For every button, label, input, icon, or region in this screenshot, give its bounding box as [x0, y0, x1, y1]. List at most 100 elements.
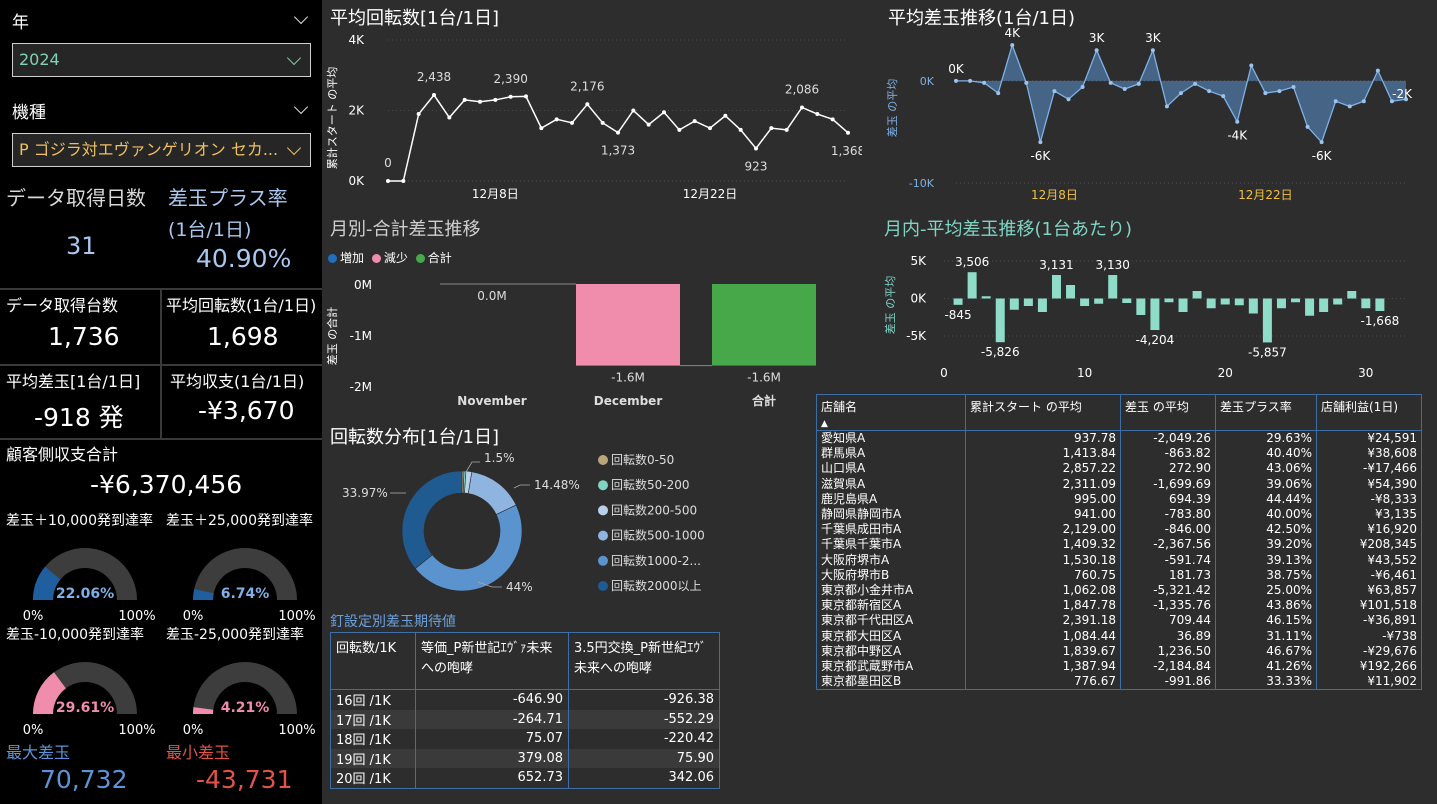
table-row[interactable]: 千葉県成田市A 2,129.00 -846.00 42.50% ¥16,920 — [816, 522, 1422, 538]
table-cell: 39.20% — [1215, 537, 1317, 553]
legend-label: 回転数2000以上 — [611, 578, 702, 593]
shop-header-plus-rate[interactable]: 差玉プラス率 — [1215, 394, 1317, 431]
table-row[interactable]: 東京都千代田区A 2,391.18 709.44 46.15% -¥36,891 — [816, 613, 1422, 629]
gauge-value: 22.06% — [56, 586, 114, 602]
monthly-chart-title: 月別-合計差玉推移 — [330, 219, 481, 240]
data-label: -4,204 — [1136, 333, 1175, 347]
table-row[interactable]: 東京都小金井市A 1,062.08 -5,321.42 25.00% ¥63,857 — [816, 583, 1422, 599]
machine-collapse-chevron-icon[interactable] — [293, 99, 309, 115]
y-tick-label: -5K — [906, 329, 927, 343]
table-cell: 46.67% — [1215, 643, 1317, 660]
divider — [0, 364, 322, 366]
nail-header-spins[interactable]: 回転数/1K — [330, 632, 416, 690]
y-tick-label: -10K — [909, 177, 935, 190]
year-collapse-chevron-icon[interactable] — [293, 9, 309, 25]
donut-slice — [414, 504, 523, 592]
data-point — [616, 130, 620, 135]
shop-header-diff[interactable]: 差玉 の平均 — [1120, 394, 1216, 431]
shop-header-name[interactable]: 店舗名 ▲ — [816, 394, 966, 431]
table-row[interactable]: 愛知県A 937.78 -2,049.26 29.63% ¥24,591 — [816, 430, 1422, 447]
table-cell: 東京都武蔵野市A — [816, 659, 966, 675]
table-row[interactable]: 大阪府堺市A 1,530.18 -591.74 39.13% ¥43,552 — [816, 552, 1422, 568]
table-cell: 群馬県A — [816, 446, 966, 462]
customer-total-label: 顧客側収支合計 — [6, 445, 119, 464]
data-label: -2K — [1392, 87, 1413, 101]
left-panel: 年 2024 機種 P ゴジラ対エヴァンゲリオン セカ... データ取得日数 3… — [0, 0, 322, 804]
y-tick-label: -2M — [350, 380, 372, 394]
table-cell: -863.82 — [1120, 446, 1216, 462]
table-row[interactable]: 東京都大田区A 1,084.44 36.89 31.11% -¥738 — [816, 628, 1422, 644]
gauge-min-label: 0% — [183, 723, 204, 736]
y-tick-label: 0K — [348, 174, 365, 188]
legend-label: 回転数500-1000 — [611, 528, 705, 543]
data-point — [493, 97, 498, 102]
year-dropdown[interactable]: 2024 — [12, 43, 311, 77]
table-row[interactable]: 18回 /1K 75.07 -220.42 — [330, 729, 720, 749]
shop-header-start[interactable]: 累計スタート の平均 — [965, 394, 1121, 431]
data-point — [1291, 84, 1296, 89]
data-point — [996, 91, 1001, 96]
table-cell: 40.00% — [1215, 507, 1317, 523]
data-point — [1249, 63, 1254, 68]
data-label: 3,131 — [1039, 258, 1073, 272]
data-point — [631, 108, 636, 113]
table-row[interactable]: 滋賀県A 2,311.09 -1,699.69 39.06% ¥54,390 — [816, 476, 1422, 492]
table-row[interactable]: 群馬県A 1,413.84 -863.82 40.40% ¥38,608 — [816, 446, 1422, 462]
table-cell: 43.06% — [1215, 461, 1317, 477]
data-point — [1305, 124, 1310, 129]
bar — [1178, 298, 1188, 312]
min-diff-label: 最小差玉 — [166, 743, 231, 762]
table-row[interactable]: 大阪府堺市B 760.75 181.73 38.75% -¥6,461 — [816, 567, 1422, 584]
table-row[interactable]: 東京都中野区A 1,839.67 1,236.50 46.67% -¥29,676 — [816, 643, 1422, 660]
y-tick-label: 2K — [348, 104, 365, 118]
gauge: 29.61% 0% 100% — [23, 662, 156, 736]
x-tick-label: 合計 — [752, 393, 776, 408]
table-cell: -¥36,891 — [1316, 613, 1422, 629]
table-cell: 1,084.44 — [965, 628, 1121, 644]
nail-header-35yen[interactable]: 3.5円交換_P新世紀ｴｳﾞ未来への咆哮 — [568, 632, 720, 690]
sort-ascending-icon: ▲ — [821, 419, 828, 429]
table-row[interactable]: 東京都墨田区B 776.67 -991.86 33.33% ¥11,902 — [816, 674, 1422, 690]
table-row[interactable]: 19回 /1K 379.08 75.90 — [330, 748, 720, 768]
y-axis-label: 差玉 の合計 — [325, 307, 339, 366]
avg-diff-chart-title: 平均差玉推移(1台/1日) — [888, 8, 1076, 29]
data-point — [478, 99, 482, 104]
table-cell: -¥17,466 — [1316, 461, 1422, 477]
bar — [1375, 298, 1385, 312]
table-row[interactable]: 静岡県静岡市A 941.00 -783.80 40.00% ¥3,135 — [816, 507, 1422, 523]
gauge-value: 6.74% — [221, 586, 270, 602]
bar — [1291, 298, 1301, 303]
table-row[interactable]: 東京都武蔵野市A 1,387.94 -2,184.84 41.26% ¥192,266 — [816, 659, 1422, 675]
table-row[interactable]: 20回 /1K 652.73 342.06 — [330, 768, 720, 788]
legend-label: 回転数1000-2... — [611, 553, 701, 568]
shop-header-profit[interactable]: 店舗利益(1日) — [1316, 394, 1422, 431]
table-row[interactable]: 16回 /1K -646.90 -926.38 — [330, 689, 720, 710]
nail-header-equal[interactable]: 等価_P新世記ｴｳﾞｧ未来への咆哮 — [415, 632, 569, 690]
table-row[interactable]: 千葉県千葉市A 1,409.32 -2,367.56 39.20% ¥208,345 — [816, 537, 1422, 553]
table-row[interactable]: 鹿児島県A 995.00 694.39 44.44% -¥8,333 — [816, 491, 1422, 508]
table-cell: 29.63% — [1215, 430, 1317, 447]
table-row[interactable]: 山口県A 2,857.22 272.90 43.06% -¥17,466 — [816, 461, 1422, 477]
data-point — [462, 97, 467, 102]
legend-label: 回転数0-50 — [611, 452, 674, 467]
table-cell: 776.67 — [965, 674, 1121, 690]
table-row[interactable]: 17回 /1K -264.71 -552.29 — [330, 709, 720, 729]
data-point — [1347, 104, 1352, 109]
max-diff-value: 70,732 — [40, 765, 128, 794]
avg-spin-label: 平均回転数(1台/1日) — [166, 296, 317, 315]
gauge-track — [193, 548, 297, 600]
table-cell: 東京都千代田区A — [816, 613, 966, 629]
table-cell: 1,062.08 — [965, 583, 1121, 599]
machine-dropdown[interactable]: P ゴジラ対エヴァンゲリオン セカ... — [12, 133, 311, 167]
table-cell: -¥6,461 — [1316, 567, 1422, 584]
avg-income-label: 平均収支(1台/1日) — [170, 372, 305, 391]
table-cell: ¥24,591 — [1316, 430, 1422, 447]
table-cell: 33.33% — [1215, 674, 1317, 690]
data-label: -4K — [1227, 129, 1248, 143]
table-cell: 379.08 — [415, 748, 569, 768]
table-row[interactable]: 東京都新宿区A 1,847.78 -1,335.76 43.86% ¥101,518 — [816, 598, 1422, 614]
x-tick-label: 12月22日 — [683, 187, 738, 201]
table-cell: 75.90 — [568, 748, 720, 768]
data-point — [1179, 91, 1183, 96]
data-point — [1263, 91, 1268, 96]
